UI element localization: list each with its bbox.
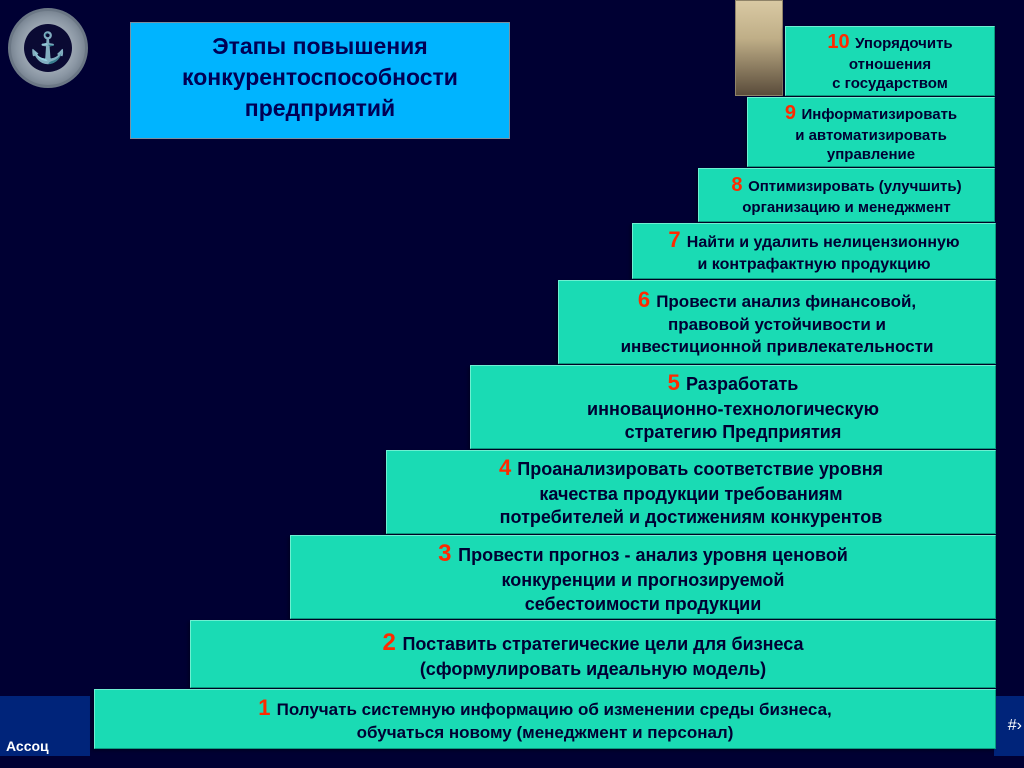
step-6-line-2: правовой устойчивости и: [569, 314, 985, 336]
step-10-line-2: отношения: [796, 55, 984, 75]
step-1-line-1: 1 Получать системную информацию об измен…: [105, 694, 985, 723]
step-9: 9 Информатизироватьи автоматизироватьупр…: [747, 97, 995, 167]
step-10-line-3: с государством: [796, 74, 984, 94]
step-5-line-1: 5 Разработать: [481, 369, 985, 398]
step-10-line-1: 10 Упорядочить: [796, 29, 984, 55]
step-4: 4 Проанализировать соответствие уровняка…: [386, 450, 996, 534]
step-2-line-2: (сформулировать идеальную модель): [201, 658, 985, 681]
step-4-text-3: потребителей и достижениям конкурентов: [500, 507, 883, 527]
step-8-text-1: Оптимизировать (улучшить): [748, 178, 962, 195]
step-4-line-1: 4 Проанализировать соответствие уровня: [397, 454, 985, 483]
step-10-text-3: с государством: [832, 75, 948, 92]
step-5-text-2: инновационно-технологическую: [587, 399, 879, 419]
step-8-text-2: организацию и менеджмент: [742, 199, 950, 216]
step-5-text-3: стратегию Предприятия: [625, 422, 842, 442]
step-2: 2 Поставить стратегические цели для бизн…: [190, 620, 996, 688]
step-5-line-3: стратегию Предприятия: [481, 421, 985, 444]
step-1-line-2: обучаться новому (менеджмент и персонал): [105, 722, 985, 744]
step-number-3: 3: [438, 540, 458, 567]
step-number-2: 2: [382, 629, 402, 656]
staircase-container: 10 Упорядочитьотношенияс государством9 И…: [0, 0, 1024, 768]
step-6-line-1: 6 Провести анализ финансовой,: [569, 286, 985, 315]
step-4-text-1: Проанализировать соответствие уровня: [517, 459, 883, 479]
step-5: 5 Разработатьинновационно-технологическу…: [470, 365, 996, 449]
step-3-line-2: конкуренции и прогнозируемой: [301, 569, 985, 592]
step-3-text-2: конкуренции и прогнозируемой: [501, 570, 784, 590]
step-8: 8 Оптимизировать (улучшить)организацию и…: [698, 168, 995, 222]
step-6-text-3: инвестиционной привлекательности: [621, 337, 934, 356]
step-6-text-2: правовой устойчивости и: [668, 315, 886, 334]
step-number-7: 7: [668, 227, 686, 252]
step-7-line-2: и контрафактную продукцию: [643, 255, 985, 276]
step-4-text-2: качества продукции требованиям: [539, 484, 842, 504]
step-7-text-1: Найти и удалить нелицензионную: [687, 234, 960, 251]
step-6-text-1: Провести анализ финансовой,: [656, 292, 916, 311]
step-4-line-3: потребителей и достижениям конкурентов: [397, 506, 985, 529]
step-number-4: 4: [499, 455, 517, 480]
step-1-text-2: обучаться новому (менеджмент и персонал): [357, 723, 734, 742]
step-number-5: 5: [668, 370, 686, 395]
step-3-text-1: Провести прогноз - анализ уровня ценовой: [458, 545, 848, 565]
step-10: 10 Упорядочитьотношенияс государством: [785, 26, 995, 96]
step-8-line-2: организацию и менеджмент: [709, 198, 984, 218]
step-1-text-1: Получать системную информацию об изменен…: [277, 700, 832, 719]
step-8-line-1: 8 Оптимизировать (улучшить): [709, 172, 984, 198]
step-3: 3 Провести прогноз - анализ уровня ценов…: [290, 535, 996, 619]
step-3-line-1: 3 Провести прогноз - анализ уровня ценов…: [301, 538, 985, 569]
step-2-line-1: 2 Поставить стратегические цели для бизн…: [201, 627, 985, 658]
step-7-line-1: 7 Найти и удалить нелицензионную: [643, 226, 985, 255]
step-number-6: 6: [638, 287, 656, 312]
step-number-8: 8: [731, 174, 748, 196]
step-6: 6 Провести анализ финансовой,правовой ус…: [558, 280, 996, 364]
step-9-text-3: управление: [827, 146, 915, 163]
step-5-line-2: инновационно-технологическую: [481, 398, 985, 421]
step-2-text-2: (сформулировать идеальную модель): [420, 659, 766, 679]
step-10-text-2: отношения: [849, 56, 931, 73]
step-3-line-3: себестоимости продукции: [301, 593, 985, 616]
step-7: 7 Найти и удалить нелицензионнуюи контра…: [632, 223, 996, 279]
step-9-line-3: управление: [758, 145, 984, 165]
step-5-text-1: Разработать: [686, 374, 798, 394]
step-number-10: 10: [827, 31, 855, 53]
step-1: 1 Получать системную информацию об измен…: [94, 689, 996, 749]
step-9-line-1: 9 Информатизировать: [758, 100, 984, 126]
step-number-1: 1: [258, 695, 276, 720]
step-6-line-3: инвестиционной привлекательности: [569, 336, 985, 358]
step-2-text-1: Поставить стратегические цели для бизнес…: [402, 634, 803, 654]
step-7-text-2: и контрафактную продукцию: [697, 256, 930, 273]
step-10-text-1: Упорядочить: [855, 35, 953, 52]
step-3-text-3: себестоимости продукции: [525, 594, 762, 614]
step-9-text-1: Информатизировать: [802, 106, 958, 123]
step-9-text-2: и автоматизировать: [795, 127, 947, 144]
step-4-line-2: качества продукции требованиям: [397, 483, 985, 506]
step-number-9: 9: [785, 102, 802, 124]
step-9-line-2: и автоматизировать: [758, 126, 984, 146]
